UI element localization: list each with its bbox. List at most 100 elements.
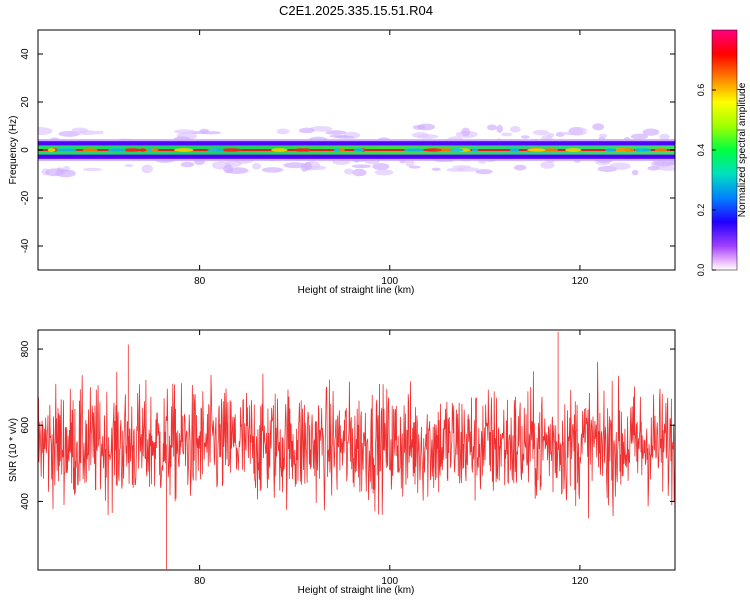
noise-blob (303, 161, 312, 171)
noise-blob (569, 127, 588, 136)
spectrogram-x-ticks: 80 100 120 (194, 30, 589, 287)
band-hotspot (271, 148, 288, 152)
figure-title: C2E1.2025.335.15.51.R04 (279, 3, 433, 18)
band-hotspot (123, 148, 142, 152)
noise-blob (609, 162, 631, 170)
noise-blob (261, 167, 284, 173)
snr-x-ticks: 80 100 120 (194, 330, 589, 587)
noise-blob (630, 133, 649, 140)
spectrogram-x-axis-label: Height of straight line (km) (298, 285, 415, 296)
noise-blob (344, 168, 354, 175)
y-tick-label: -40 (20, 238, 31, 253)
colorbar-gradient (711, 29, 738, 271)
y-tick-label: -20 (20, 190, 31, 205)
spectrogram-y-ticks: -40 -20 0 20 40 (20, 48, 675, 253)
band-hotspot (151, 148, 159, 152)
noise-blob (352, 168, 367, 177)
noise-blob (658, 166, 675, 171)
noise-blob (374, 169, 394, 176)
noise-blob (141, 164, 153, 174)
band-hotspot (300, 148, 311, 152)
noise-blob (71, 127, 88, 134)
noise-blob (276, 128, 290, 135)
noise-blob (513, 164, 527, 171)
noise-blob (56, 167, 64, 173)
noise-blob (520, 135, 530, 139)
spectrogram-y-axis-label: Frequency (Hz) (8, 116, 19, 185)
noise-blob (82, 167, 103, 172)
band-hotspot (615, 148, 632, 152)
band-hotspot (527, 148, 546, 152)
band-hotspot (82, 148, 98, 152)
band-hotspot (173, 148, 194, 152)
noise-blob (180, 161, 195, 168)
band-hotspot (424, 148, 442, 152)
noise-blob (351, 164, 372, 169)
noise-blob (283, 162, 307, 169)
noise-blob (329, 134, 349, 138)
noise-blob (475, 168, 493, 175)
noise-blob (509, 126, 521, 133)
noise-blob (631, 169, 639, 176)
band-hotspot (403, 148, 425, 152)
colorbar-tick-label: 0.2 (696, 204, 706, 217)
band-hotspot (56, 148, 77, 152)
band-hotspot (450, 148, 464, 152)
noise-blob (496, 124, 503, 133)
x-tick-label: 120 (572, 576, 589, 587)
band-hotspot (107, 148, 126, 152)
y-tick-label: 20 (20, 96, 31, 108)
snr-y-ticks: 400 600 800 (20, 340, 675, 510)
colorbar-ticks: 0.0 0.2 0.4 0.6 (696, 84, 716, 276)
colorbar: 0.0 0.2 0.4 0.6 Normalized spectral amplitu… (696, 29, 748, 276)
noise-blob (456, 167, 479, 172)
noise-blob (405, 159, 415, 167)
noise-blob (461, 127, 471, 137)
x-tick-label: 100 (381, 276, 398, 287)
y-tick-label: 40 (20, 48, 31, 60)
noise-blob (668, 160, 675, 165)
y-tick-label: 800 (20, 340, 31, 357)
band-hotspot (220, 148, 242, 152)
band-hotspot (471, 148, 479, 152)
band-hotspot (634, 148, 643, 152)
noise-blob (325, 130, 347, 135)
x-tick-label: 100 (381, 576, 398, 587)
band-hotspot (605, 148, 616, 152)
y-tick-label: 400 (20, 493, 31, 510)
noise-blob (199, 128, 209, 133)
y-tick-label: 600 (20, 416, 31, 433)
band-hotspot (565, 148, 582, 152)
band-hotspot (47, 148, 56, 152)
noise-blob (540, 161, 555, 169)
noise-blob (547, 133, 555, 138)
noise-blob (416, 134, 439, 139)
noise-blob (174, 129, 195, 134)
x-tick-label: 80 (194, 576, 206, 587)
snr-frame (37, 329, 676, 571)
noise-blob (592, 123, 605, 131)
noise-blob (372, 162, 390, 171)
band-hotspot (207, 148, 225, 152)
noise-blob (647, 166, 661, 171)
band-hotspot (509, 148, 520, 152)
noise-blob (486, 124, 497, 131)
band-hotspot (542, 148, 559, 152)
snr-y-axis-label: SNR (10 * v/v) (8, 418, 19, 482)
spectrogram-band (38, 123, 675, 178)
spectrogram-panel: 80 100 120 -40 -20 0 20 40 Height of straight … (8, 29, 676, 296)
band-hotspot (353, 148, 365, 152)
band-hotspot (139, 148, 146, 152)
noise-blob (223, 164, 234, 174)
colorbar-tick-label: 0.4 (696, 144, 706, 157)
colorbar-label: Normalized spectral amplitude (737, 82, 748, 217)
band-hotspot (654, 148, 668, 152)
snr-series-line (38, 331, 675, 570)
noise-blob (532, 129, 550, 136)
noise-blob (38, 127, 53, 136)
noise-blob (659, 133, 670, 141)
noise-blob (412, 124, 426, 130)
noise-blob (58, 130, 80, 137)
noise-blob (298, 127, 315, 134)
